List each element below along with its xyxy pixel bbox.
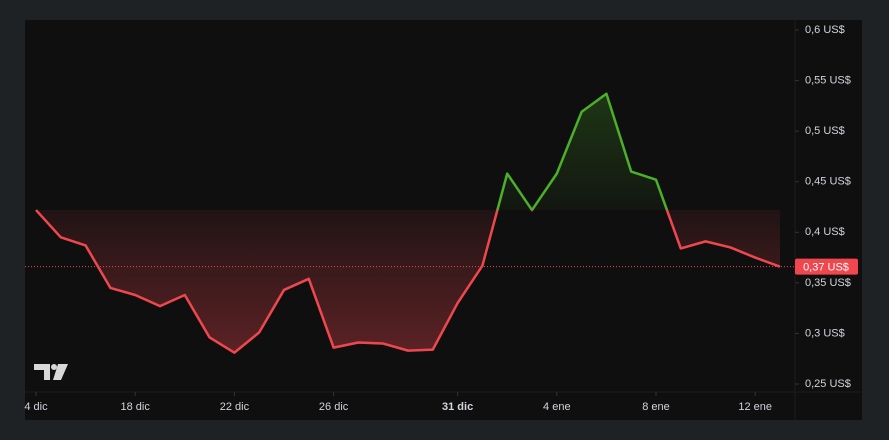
y-tick-label: 0,5 US$ (805, 125, 845, 137)
y-tick-label: 0,3 US$ (805, 327, 845, 339)
y-tick-label: 0,45 US$ (805, 176, 851, 188)
y-tick-label: 0,25 US$ (805, 378, 851, 390)
y-tick-label: 0,4 US$ (805, 226, 845, 238)
x-tick-label: 4 dic (24, 401, 48, 413)
x-tick-label: 26 dic (319, 401, 349, 413)
x-tick-label: 12 ene (738, 401, 772, 413)
x-tick-label: 22 dic (220, 401, 250, 413)
x-tick-label: 8 ene (642, 401, 670, 413)
y-tick-label: 0,35 US$ (805, 277, 851, 289)
last-price-badge (795, 258, 858, 275)
x-tick-label: 18 dic (121, 401, 151, 413)
y-tick-label: 0,6 US$ (805, 24, 845, 36)
y-tick-label: 0,55 US$ (805, 74, 851, 86)
line (35, 92, 781, 354)
x-tick-label: 4 ene (543, 401, 571, 413)
x-tick-label: 31 dic (442, 401, 473, 413)
last-price-label: 0,37 US$ (803, 262, 849, 274)
area (36, 93, 780, 353)
logo (34, 364, 68, 380)
